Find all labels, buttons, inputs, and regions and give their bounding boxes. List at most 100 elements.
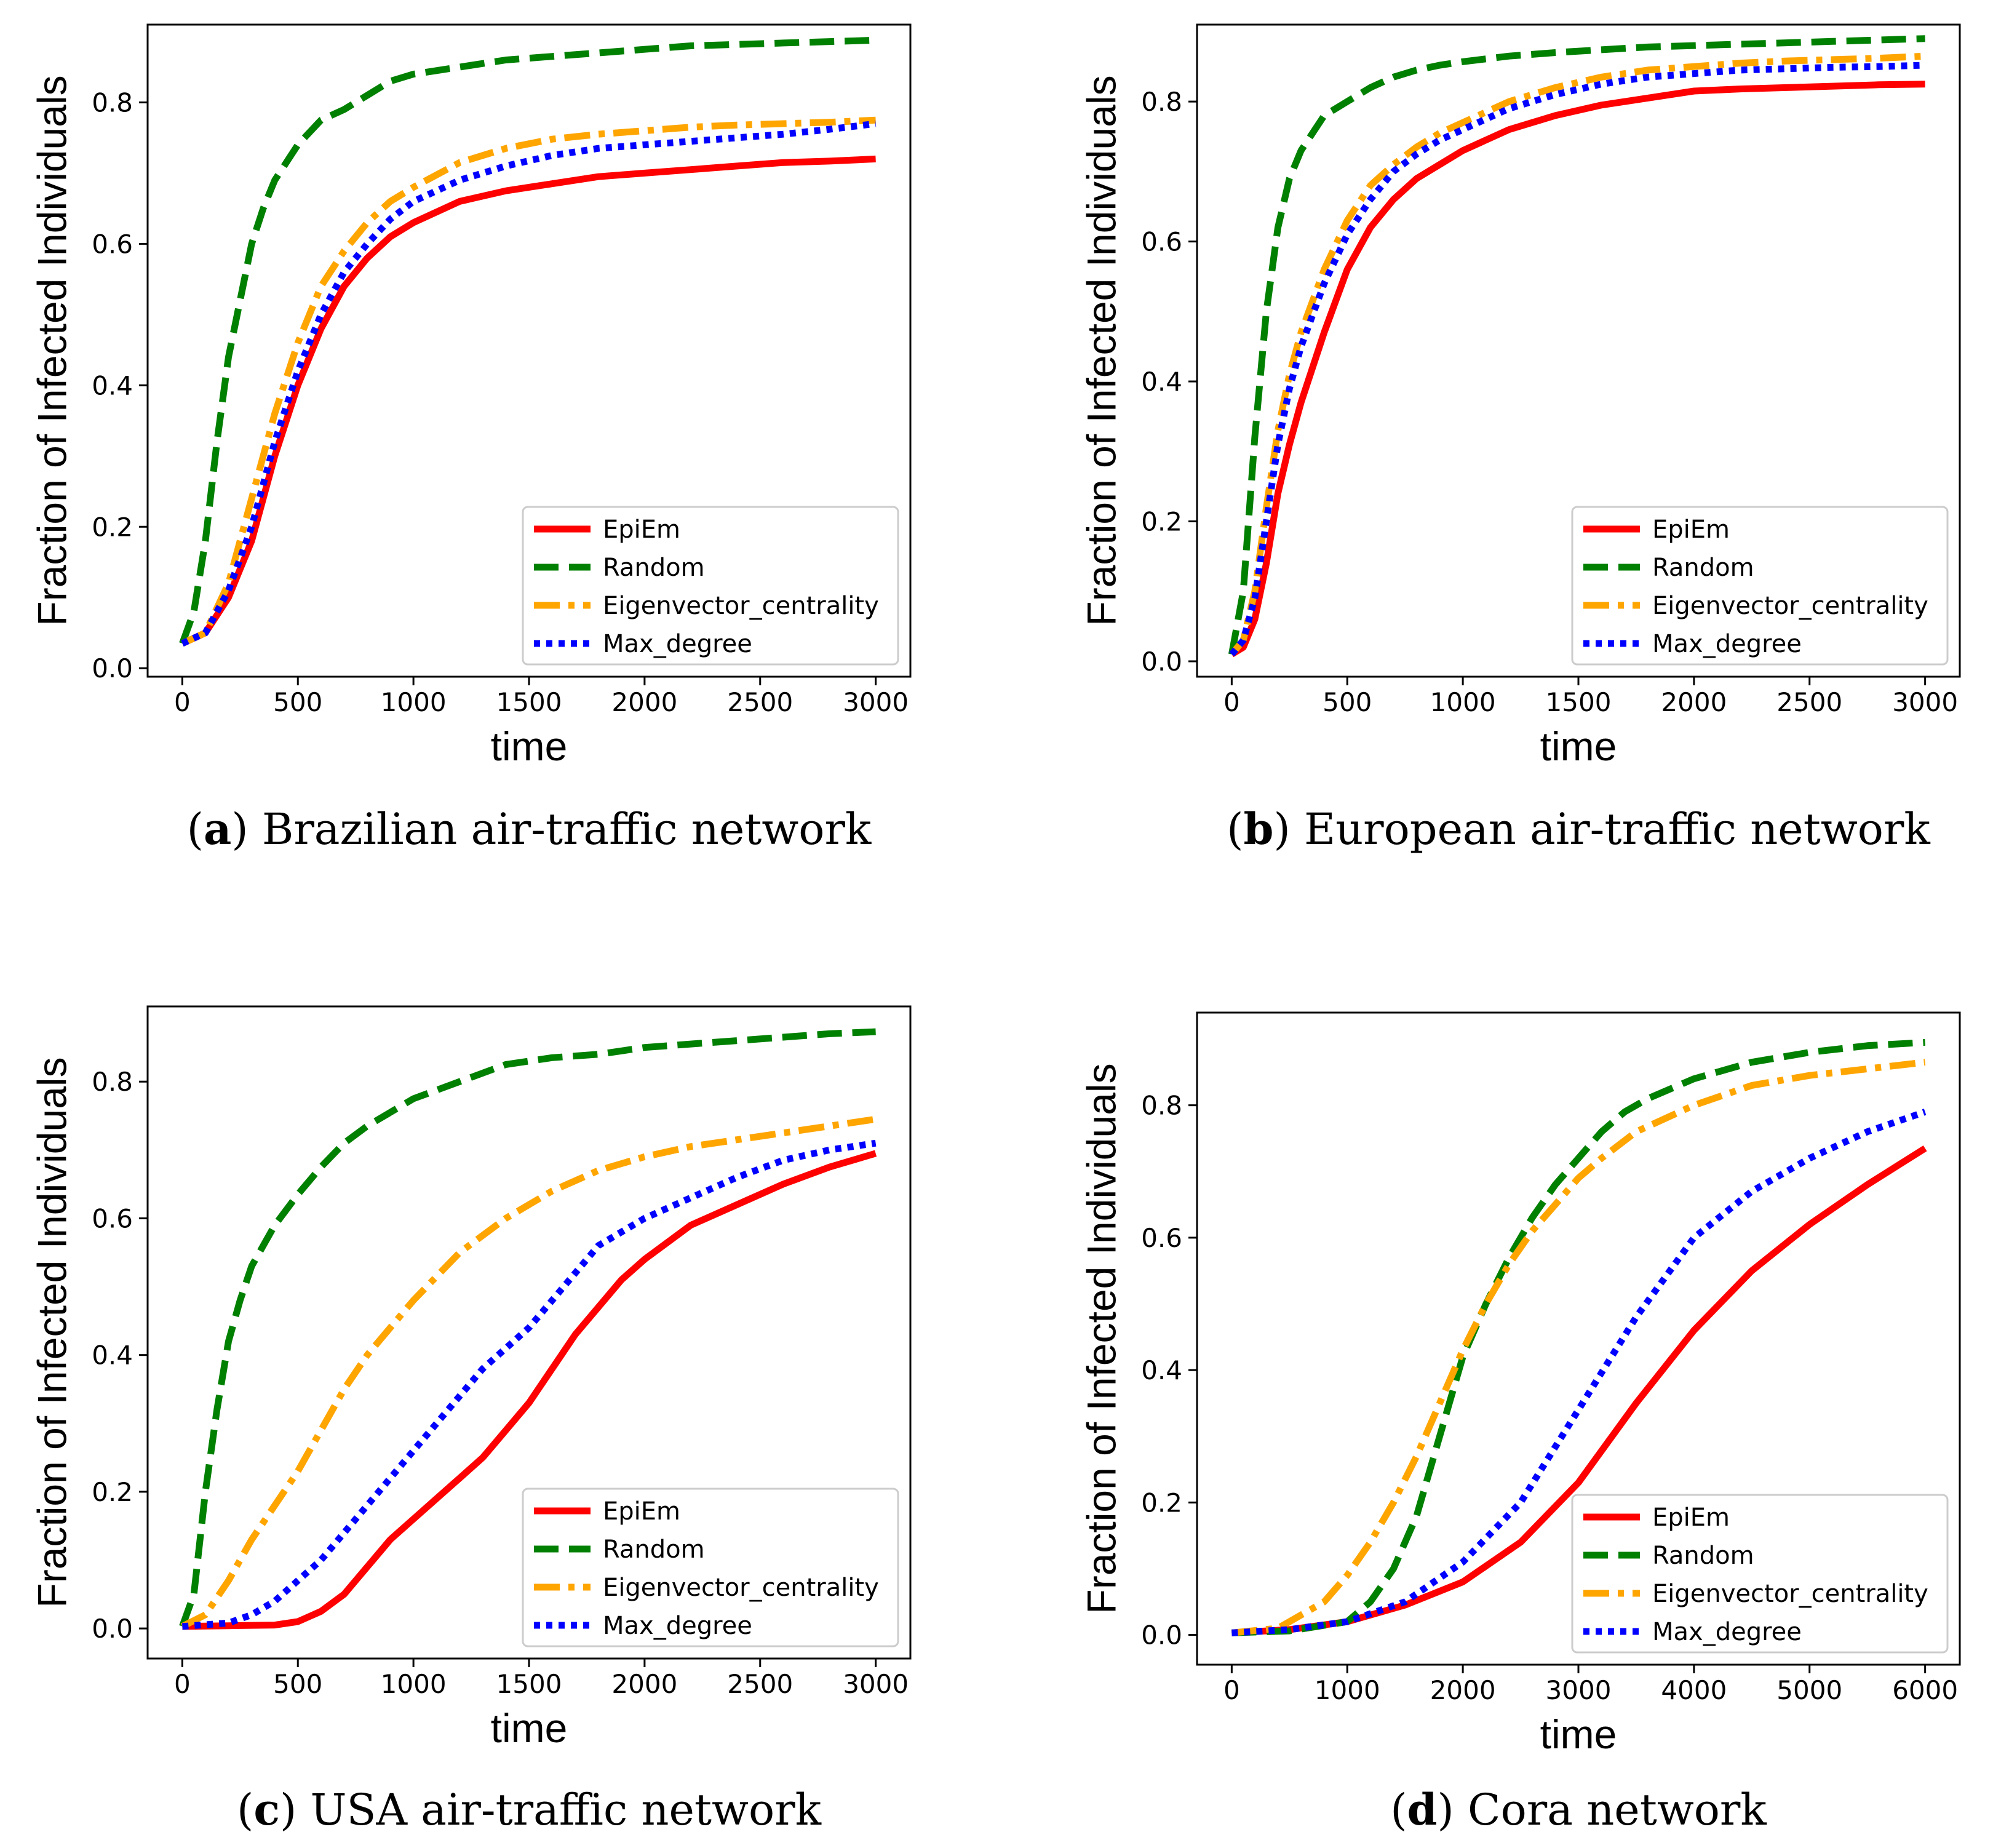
x-tick-label: 4000 <box>1661 1675 1727 1705</box>
legend-label-epiem: EpiEm <box>1652 516 1730 544</box>
y-tick-label: 0.2 <box>1141 1488 1182 1518</box>
series-line-random <box>179 1028 876 1628</box>
legend-box <box>522 1488 899 1647</box>
chart-panel-b: 0 500 1000 1500 2000 2500 3000 0.0 0.2 0.4 0.6 0.8 t… <box>1078 23 1961 854</box>
y-tick-label: 0.8 <box>92 87 133 117</box>
y-tick-label: 0.8 <box>1141 1091 1182 1121</box>
series-line-eigenvector_centrality <box>1231 1059 1926 1636</box>
legend-box <box>1571 1494 1949 1654</box>
panel-letter: a <box>204 803 231 854</box>
y-axis-label: Fraction of Infected Individuals <box>29 1057 74 1607</box>
series-line-random <box>179 36 876 645</box>
x-tick-label: 1500 <box>496 1669 562 1699</box>
x-tick-label: 5000 <box>1776 1675 1842 1705</box>
legend: EpiEm Random Eigenvector_centrality Max_deg… <box>1571 1494 1949 1654</box>
series-line-eigenvector_centrality <box>181 116 876 647</box>
y-axis-label: Fraction of Infected Individuals <box>1078 1063 1124 1614</box>
legend-label-random: Random <box>603 554 705 582</box>
y-tick-label: 0.6 <box>1141 1223 1182 1253</box>
series-line-epiem <box>181 155 876 647</box>
legend-label-random: Random <box>1652 554 1754 582</box>
panel-caption-text: European air-traffic network <box>1304 804 1930 854</box>
x-tick-label: 0 <box>174 1669 191 1699</box>
y-tick-label: 0.2 <box>92 1477 133 1507</box>
series-line-max_degree <box>181 120 877 647</box>
x-tick-label: 6000 <box>1892 1675 1958 1705</box>
y-tick-label: 0.6 <box>1141 227 1182 257</box>
legend-label-max_degree: Max_degree <box>1652 630 1802 658</box>
panel-caption-text: USA air-traffic network <box>311 1785 822 1835</box>
series-line-random <box>1228 35 1925 655</box>
x-tick-label: 1500 <box>496 687 562 717</box>
series-group <box>1231 1038 1927 1636</box>
chart-panel-a: 0 500 1000 1500 2000 2500 3000 0.0 0.2 0.4 0.6 0.8 t… <box>29 23 912 854</box>
series-line-max_degree <box>181 1139 877 1630</box>
legend-label-eigenvector_centrality: Eigenvector_centrality <box>1652 592 1928 620</box>
y-tick-label: 0.0 <box>92 653 133 683</box>
chart-panel-c: 0 500 1000 1500 2000 2500 3000 0.0 0.2 0.4 0.6 0.8 t… <box>29 1005 912 1835</box>
x-axis-label: time <box>1540 1711 1617 1757</box>
legend-label-eigenvector_centrality: Eigenvector_centrality <box>603 1574 879 1602</box>
x-tick-label: 0 <box>1223 1675 1240 1705</box>
panel-letter: c <box>253 1784 280 1835</box>
y-tick-label: 0.8 <box>1141 87 1182 117</box>
x-tick-label: 2000 <box>611 1669 677 1699</box>
x-tick-label: 1000 <box>1430 687 1496 717</box>
x-tick-label: 1000 <box>381 1669 447 1699</box>
x-tick-label: 2500 <box>727 687 793 717</box>
y-axis-label: Fraction of Infected Individuals <box>1078 75 1124 626</box>
legend-label-random: Random <box>1652 1542 1754 1570</box>
y-axis-label: Fraction of Infected Individuals <box>29 75 74 626</box>
panel-caption: (a) Brazilian air-traffic network <box>187 803 872 854</box>
legend-label-max_degree: Max_degree <box>1652 1618 1802 1646</box>
y-tick-label: 0.2 <box>1141 507 1182 537</box>
legend: EpiEm Random Eigenvector_centrality Max_deg… <box>522 1488 899 1647</box>
x-tick-label: 3000 <box>1546 1675 1612 1705</box>
x-tick-label: 0 <box>1223 687 1240 717</box>
x-tick-label: 3000 <box>843 687 909 717</box>
x-tick-label: 0 <box>174 687 191 717</box>
y-tick-label: 0.2 <box>92 512 133 542</box>
y-tick-label: 0.8 <box>92 1067 133 1097</box>
x-tick-label: 2000 <box>1661 687 1727 717</box>
y-tick-label: 0.4 <box>92 1340 133 1371</box>
y-tick-label: 0.4 <box>92 370 133 400</box>
y-tick-label: 0.0 <box>1141 647 1182 677</box>
x-tick-label: 2000 <box>611 687 677 717</box>
legend-label-max_degree: Max_degree <box>603 630 752 658</box>
x-tick-label: 2500 <box>1776 687 1842 717</box>
x-tick-label: 1000 <box>381 687 447 717</box>
series-group <box>1228 35 1925 658</box>
y-tick-label: 0.4 <box>1141 1355 1182 1385</box>
series-group <box>179 1028 877 1630</box>
legend-label-eigenvector_centrality: Eigenvector_centrality <box>1652 1580 1928 1608</box>
chart-panel-d: 0 1000 2000 3000 4000 5000 6000 0.0 0.2 0.4 0.6 0.8… <box>1078 1011 1961 1835</box>
panel-letter: b <box>1243 803 1273 854</box>
y-tick-label: 0.0 <box>1141 1620 1182 1651</box>
x-tick-label: 1000 <box>1315 1675 1380 1705</box>
panel-caption-text: Brazilian air-traffic network <box>262 804 872 854</box>
panel-letter: d <box>1407 1784 1438 1835</box>
x-axis-label: time <box>1540 723 1617 769</box>
legend: EpiEm Random Eigenvector_centrality Max_deg… <box>522 506 899 666</box>
panel-caption: (d) Cora network <box>1390 1784 1767 1835</box>
panel-caption-text: Cora network <box>1468 1785 1767 1835</box>
y-tick-label: 0.6 <box>92 1203 133 1233</box>
series-line-random <box>1231 1038 1925 1636</box>
y-tick-label: 0.0 <box>92 1614 133 1644</box>
legend: EpiEm Random Eigenvector_centrality Max_deg… <box>1571 506 1949 666</box>
x-tick-label: 3000 <box>1892 687 1958 717</box>
series-group <box>179 36 877 647</box>
series-line-eigenvector_centrality <box>1229 52 1925 657</box>
series-line-epiem <box>182 1150 877 1630</box>
x-tick-label: 500 <box>273 1669 322 1699</box>
legend-label-epiem: EpiEm <box>603 1497 680 1526</box>
x-tick-label: 2000 <box>1430 1675 1496 1705</box>
x-axis-label: time <box>491 723 568 769</box>
x-tick-label: 500 <box>1323 687 1372 717</box>
legend-box <box>522 506 899 666</box>
legend-label-eigenvector_centrality: Eigenvector_centrality <box>603 592 879 620</box>
panel-caption: (b) European air-traffic network <box>1227 803 1930 854</box>
x-tick-label: 3000 <box>843 1669 909 1699</box>
